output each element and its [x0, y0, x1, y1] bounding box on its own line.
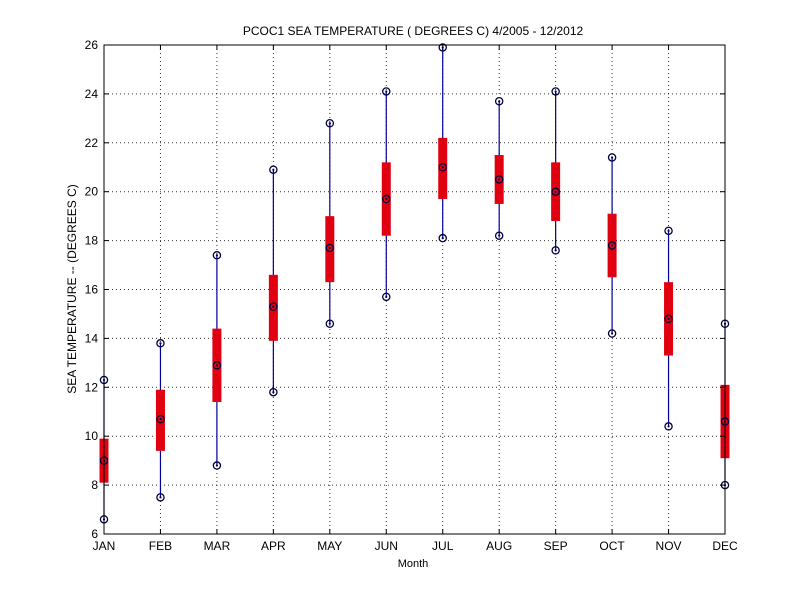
median-marker-dot [441, 166, 444, 169]
max-marker [156, 339, 165, 348]
x-tick-label: APR [261, 539, 286, 553]
x-tick-label: AUG [486, 539, 512, 553]
y-tick-label: 24 [85, 87, 99, 101]
min-marker [607, 329, 617, 338]
y-tick-label: 16 [85, 283, 99, 297]
max-marker [269, 165, 278, 174]
iqr-box [438, 137, 448, 200]
y-tick-label: 18 [85, 234, 99, 248]
min-marker-dot [328, 322, 331, 325]
min-marker [382, 292, 391, 302]
max-marker-dot [215, 254, 219, 257]
max-marker-dot [159, 342, 162, 345]
x-tick-label: JUL [432, 539, 454, 553]
min-marker [156, 493, 165, 502]
axis-ticks: 6 8 10 12 14 16 18 20 22 24 26 JAN FEB MAR APR MAY JUN JU… [85, 38, 738, 553]
max-marker-dot [272, 168, 275, 171]
median-marker [494, 175, 504, 184]
x-tick-label: NOV [656, 539, 682, 553]
x-tick-label: MAR [204, 539, 231, 553]
max-marker-dot [385, 90, 388, 93]
min-marker-dot [667, 425, 670, 428]
median-marker-dot [610, 244, 614, 247]
median-marker-dot [272, 305, 275, 308]
median-marker-dot [554, 190, 557, 193]
median-marker-dot [667, 317, 670, 320]
y-tick-label: 20 [85, 185, 99, 199]
median-marker [607, 241, 617, 250]
median-marker-dot [498, 178, 501, 181]
x-tick-label: FEB [149, 539, 172, 553]
iqr-box [268, 274, 278, 341]
min-marker [494, 231, 504, 240]
y-tick-label: 22 [85, 136, 99, 150]
median-marker [664, 314, 673, 324]
grid-lines [104, 45, 725, 534]
max-marker [382, 87, 391, 96]
max-marker-dot [610, 156, 614, 159]
median-marker [438, 162, 447, 172]
min-marker-dot [272, 391, 275, 394]
min-marker [269, 387, 278, 397]
min-marker-dot [159, 496, 162, 499]
median-marker-dot [159, 417, 162, 421]
y-tick-label: 8 [91, 478, 98, 492]
x-tick-label: SEP [544, 539, 568, 553]
max-marker-dot [328, 122, 331, 125]
max-marker [607, 153, 617, 162]
median-marker [382, 194, 391, 204]
y-tick-label: 10 [85, 429, 99, 443]
median-marker-dot [215, 364, 219, 367]
max-marker-dot [498, 100, 501, 103]
median-marker [551, 187, 560, 196]
median-marker-dot [385, 197, 388, 201]
min-marker-dot [610, 332, 614, 335]
max-marker [438, 43, 447, 52]
min-marker [438, 233, 447, 243]
y-tick-label: 14 [85, 331, 99, 345]
x-axis-label: Month [398, 558, 429, 570]
min-marker [325, 319, 335, 328]
chart-title: PCOC1 SEA TEMPERATURE ( DEGREES C) 4/200… [243, 24, 584, 38]
x-tick-label: OCT [599, 539, 625, 553]
min-marker-dot [441, 237, 444, 240]
max-marker-dot [667, 229, 670, 232]
x-tick-label: MAY [317, 539, 342, 553]
iqr-box [325, 216, 335, 283]
max-marker [212, 251, 222, 260]
max-marker [325, 118, 335, 128]
y-tick-label: 12 [85, 380, 99, 394]
median-marker [212, 361, 222, 370]
x-tick-label: JAN [93, 539, 116, 553]
min-marker-dot [498, 234, 501, 237]
box-plot-data [99, 43, 730, 524]
min-marker-dot [385, 295, 388, 298]
min-marker [551, 246, 560, 255]
median-marker-dot [328, 246, 331, 250]
plot-area-frame [103, 44, 726, 535]
median-marker [269, 302, 278, 311]
y-tick-label: 6 [91, 527, 98, 541]
x-tick-label: DEC [712, 539, 738, 553]
min-marker [212, 461, 222, 470]
min-marker-dot [215, 464, 219, 467]
median-marker [156, 414, 165, 424]
median-marker [325, 243, 335, 253]
y-tick-label: 26 [85, 38, 99, 52]
min-marker [664, 422, 673, 431]
max-marker [664, 226, 673, 236]
max-marker-dot [554, 90, 557, 93]
iqr-box [155, 389, 165, 451]
min-marker-dot [554, 249, 557, 252]
max-marker [494, 96, 504, 106]
y-axis-label: SEA TEMPERATURE -- (DEGREES C) [65, 184, 79, 394]
x-tick-label: JUN [375, 539, 398, 553]
max-marker [551, 87, 560, 96]
